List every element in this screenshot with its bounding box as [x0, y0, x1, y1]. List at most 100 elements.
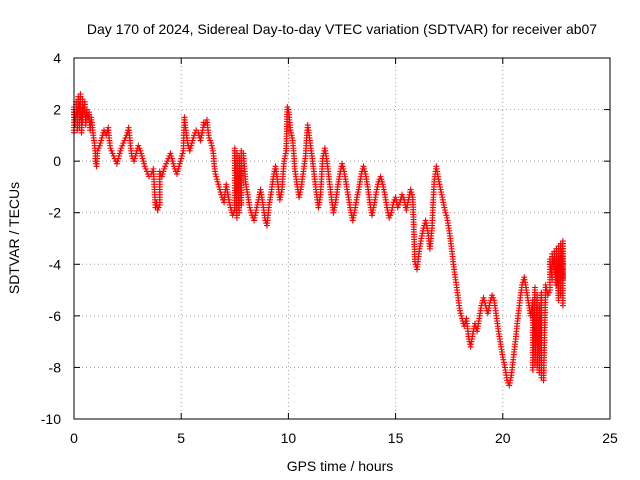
data-point-fill — [361, 165, 368, 172]
data-point-fill — [247, 207, 254, 214]
data-point — [178, 155, 185, 162]
x-tick-label: 25 — [602, 430, 618, 446]
data-point-fill — [361, 168, 368, 175]
data-point — [120, 140, 127, 147]
data-point — [139, 155, 146, 162]
data-point — [559, 302, 566, 309]
data-point-fill — [188, 142, 195, 149]
data-point — [456, 307, 463, 314]
data-point-fill — [164, 158, 171, 165]
data-point — [113, 160, 120, 167]
data-point-fill — [110, 152, 117, 159]
data-point — [154, 207, 161, 214]
data-point — [407, 186, 414, 193]
data-point-fill — [190, 134, 197, 141]
data-point — [188, 140, 195, 147]
data-point-fill — [189, 137, 196, 144]
data-point-fill — [481, 299, 488, 306]
y-tick-label: -6 — [49, 308, 62, 324]
data-point-fill — [490, 294, 497, 301]
data-point — [133, 150, 140, 157]
data-point-fill — [131, 155, 138, 162]
data-point-fill — [95, 145, 102, 152]
data-point-fill — [116, 150, 123, 157]
data-point — [284, 103, 291, 110]
data-point — [107, 145, 114, 152]
data-point — [163, 160, 170, 167]
data-point-fill — [443, 212, 450, 219]
data-point-fill — [400, 194, 407, 201]
y-tick-label: -8 — [49, 359, 62, 375]
data-point — [399, 191, 406, 198]
y-tick-label: -4 — [49, 256, 62, 272]
x-axis-label: GPS time / hours — [287, 458, 394, 474]
data-point — [214, 178, 221, 185]
data-point — [143, 168, 150, 175]
data-point-fill — [170, 160, 177, 167]
data-point-fill — [159, 171, 166, 178]
data-point-fill — [187, 145, 194, 152]
data-point — [480, 294, 487, 301]
grid-lines — [74, 58, 610, 419]
data-point-fill — [162, 163, 169, 170]
data-point-fill — [340, 165, 347, 172]
data-point-fill — [119, 142, 126, 149]
data-point — [131, 158, 138, 165]
data-point — [360, 163, 367, 170]
data-point-fill — [121, 137, 128, 144]
x-tick-label: 15 — [388, 430, 404, 446]
data-point-fill — [138, 152, 145, 159]
data-point-fill — [177, 158, 184, 165]
data-point-fill — [339, 163, 346, 170]
data-point — [118, 145, 125, 152]
data-point-fill — [216, 183, 223, 190]
data-point-fill — [175, 165, 182, 172]
data-point-fill — [117, 147, 124, 154]
data-point — [109, 150, 116, 157]
series-sdtvar — [71, 91, 566, 389]
plot-frame — [73, 57, 611, 420]
y-tick-label: 2 — [53, 102, 61, 118]
data-point — [141, 163, 148, 170]
data-point-fill — [176, 160, 183, 167]
data-point — [386, 214, 393, 221]
data-point-fill — [457, 310, 464, 317]
data-point — [191, 132, 198, 139]
data-point-fill — [545, 289, 552, 296]
data-point-fill — [481, 297, 488, 304]
data-point-fill — [114, 158, 121, 165]
data-point-fill — [213, 176, 220, 183]
data-point — [161, 165, 168, 172]
data-point — [169, 158, 176, 165]
data-point — [216, 186, 223, 193]
chart-title: Day 170 of 2024, Sidereal Day-to-day VTE… — [87, 21, 597, 37]
x-tick-label: 0 — [70, 430, 78, 446]
data-point-fill — [171, 163, 178, 170]
data-point-fill — [378, 176, 385, 183]
data-point — [167, 150, 174, 157]
data-point-fill — [178, 152, 185, 159]
data-point — [137, 147, 144, 154]
data-point-fill — [132, 152, 139, 159]
data-point-fill — [155, 204, 162, 211]
data-point-fill — [215, 181, 222, 188]
data-point — [186, 147, 193, 154]
data-point-fill — [174, 168, 181, 175]
data-point — [96, 142, 103, 149]
data-point-fill — [408, 189, 415, 196]
data-point-fill — [141, 160, 148, 167]
data-point-fill — [442, 209, 449, 216]
data-point — [206, 134, 213, 141]
data-point-fill — [207, 137, 214, 144]
data-point-fill — [138, 150, 145, 157]
data-point-fill — [213, 173, 220, 180]
y-tick-label: -10 — [41, 411, 61, 427]
data-point — [246, 204, 253, 211]
data-point-fill — [115, 155, 122, 162]
data-point-fill — [97, 140, 104, 147]
data-point-fill — [458, 312, 465, 319]
data-point-fill — [168, 152, 175, 159]
data-point-fill — [140, 158, 147, 165]
